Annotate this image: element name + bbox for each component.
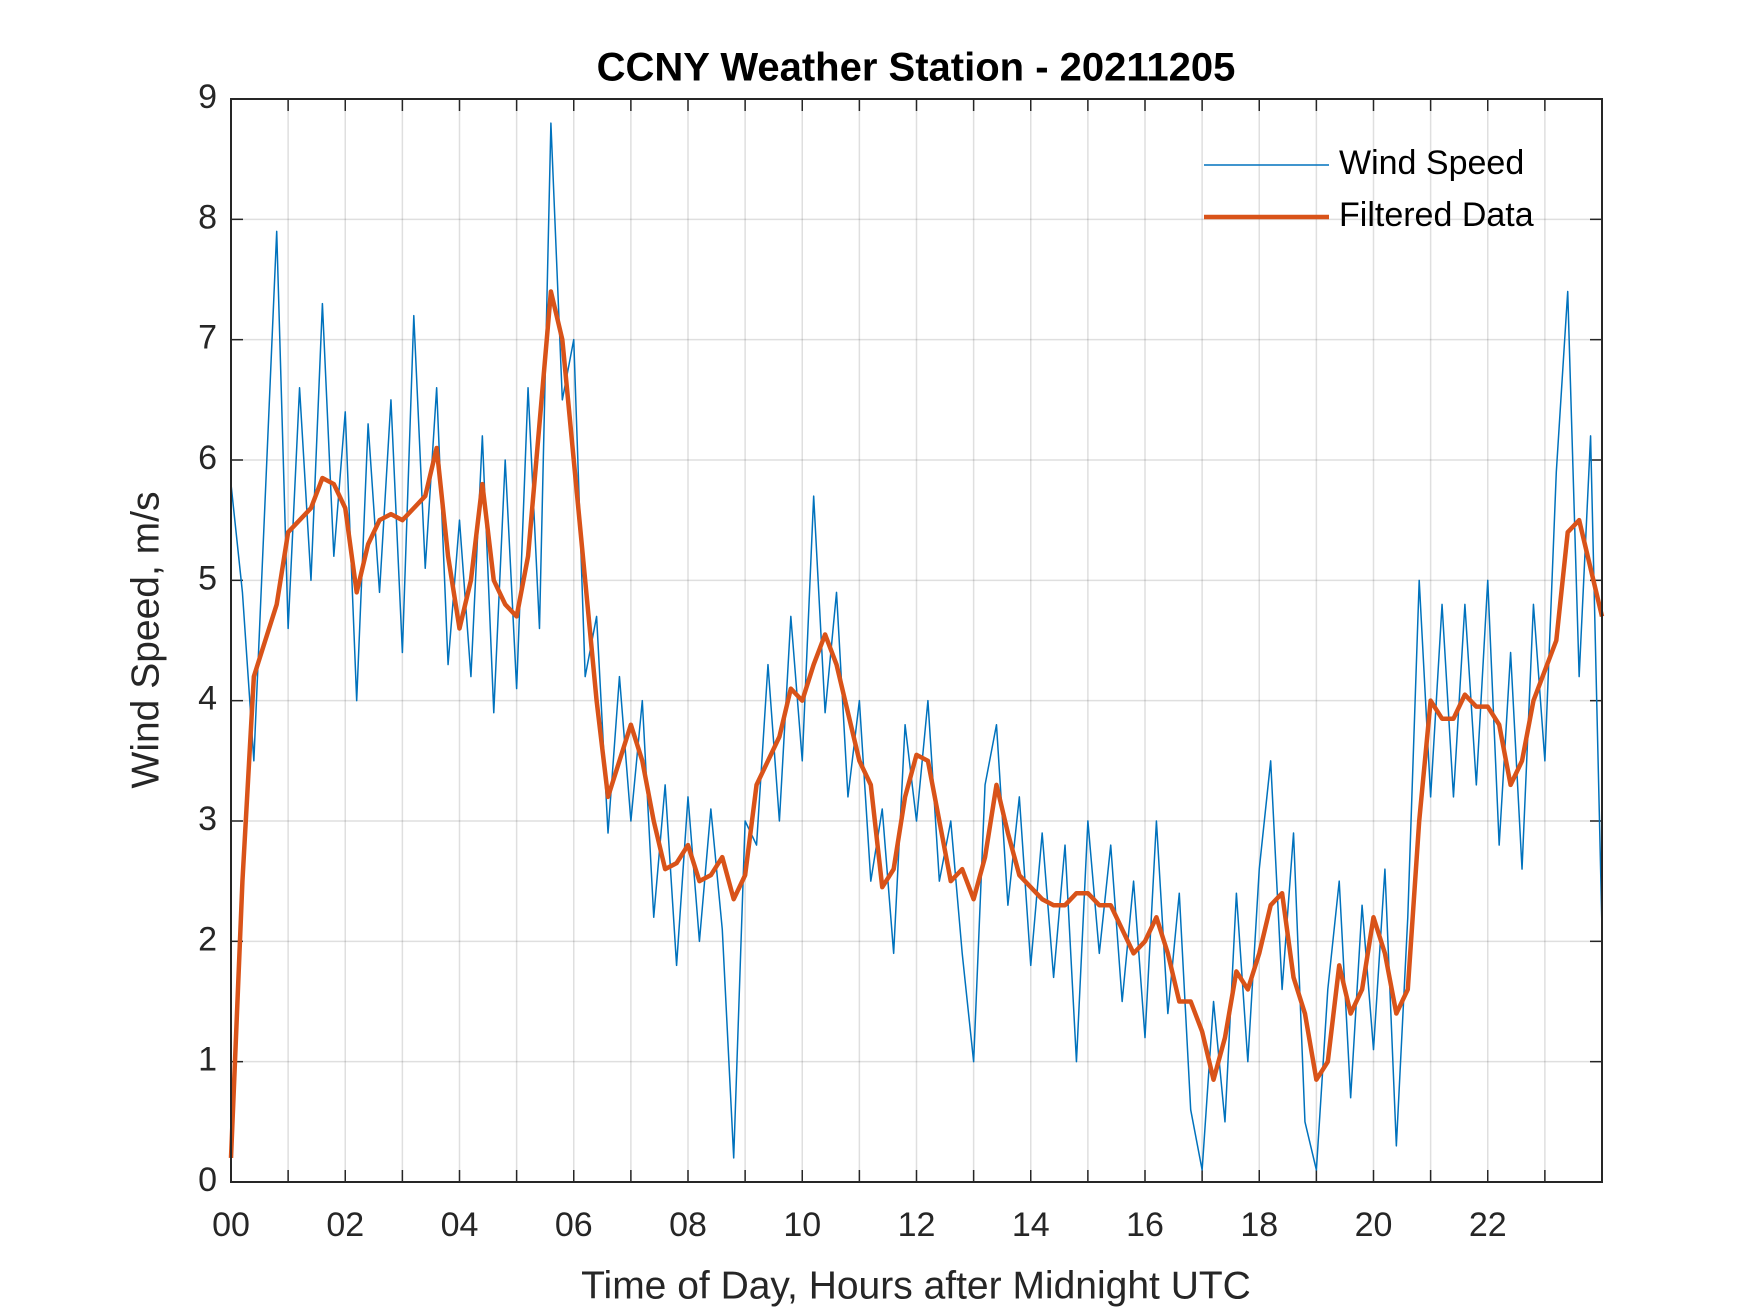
y-tick-label: 4 [198,680,217,718]
y-axis-label: Wind Speed, m/s [124,492,167,789]
data-line [228,289,1605,1159]
x-tick-label: 18 [1240,1206,1278,1244]
y-tick-label: 3 [198,800,217,838]
y-tick-label: 1 [198,1041,217,1079]
y-tick-label: 8 [198,198,217,236]
x-tick-label: 20 [1355,1206,1393,1244]
x-tick-label: 22 [1469,1206,1507,1244]
y-tick-label: 5 [198,559,217,597]
x-tick-label: 10 [783,1206,821,1244]
y-tick-label: 9 [198,78,217,116]
legend-label: Wind Speed [1339,144,1524,182]
y-tick-label: 7 [198,319,217,357]
x-tick-label: 08 [669,1206,707,1244]
x-tick-label: 16 [1126,1206,1164,1244]
data-line [230,122,1603,1171]
x-axis-label: Time of Day, Hours after Midnight UTC [581,1264,1251,1307]
x-tick-label: 00 [212,1206,250,1244]
x-tick-label: 04 [441,1206,479,1244]
y-tick-label: 6 [198,439,217,477]
chart-title: CCNY Weather Station - 20211205 [597,46,1236,90]
x-tick-label: 14 [1012,1206,1050,1244]
x-tick-label: 12 [898,1206,936,1244]
x-tick-label: 06 [555,1206,593,1244]
x-tick-label: 02 [326,1206,364,1244]
y-tick-label: 2 [198,920,217,958]
y-tick-label: 0 [198,1161,217,1199]
plot-frame [230,98,1603,1183]
legend-label: Filtered Data [1339,196,1534,234]
